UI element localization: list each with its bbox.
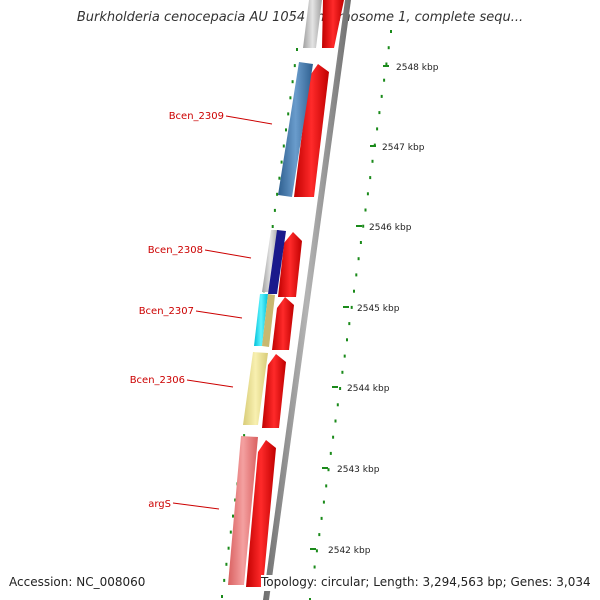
dot [229, 530, 232, 534]
dot [366, 192, 369, 196]
dot [387, 46, 390, 50]
dot [221, 595, 223, 598]
dot [313, 565, 316, 569]
dot [232, 514, 234, 518]
gene-block-bcen-2308[interactable] [268, 230, 286, 294]
gene-labels: Bcen_2309 Bcen_2308 Bcen_2307 Bcen_2306 … [130, 111, 224, 510]
gene-label-bcen-2307[interactable]: Bcen_2307 [139, 306, 194, 317]
gene-label-leader [195, 310, 243, 319]
gene-track [228, 0, 322, 585]
dot [280, 160, 283, 164]
scale-tick-labels: 2548 kbp 2547 kbp 2546 kbp 2545 kbp 2544… [328, 63, 439, 556]
scale-tick-label: 2545 kbp [357, 304, 400, 314]
gene-block-bcen-2307-khaki[interactable] [262, 294, 275, 347]
gene-label-bcen-2306[interactable]: Bcen_2306 [130, 375, 185, 386]
dot [271, 225, 274, 228]
dot [322, 500, 325, 504]
cds-arrow[interactable] [272, 297, 294, 350]
gene-label-bcen-2309[interactable]: Bcen_2309 [169, 111, 224, 122]
dot [334, 419, 337, 423]
dot [380, 94, 383, 98]
gene-label-bcen-2308[interactable]: Bcen_2308 [148, 245, 203, 256]
dot [385, 62, 388, 66]
scale-tick-label: 2542 kbp [328, 546, 371, 556]
dot [287, 112, 290, 116]
dot [273, 208, 276, 212]
gene-block-bcen-2307[interactable] [254, 294, 268, 346]
dot [289, 96, 292, 100]
scale-tick-label: 2546 kbp [369, 223, 412, 233]
dot [318, 533, 321, 537]
scale-ticks [310, 65, 389, 550]
gene-label-leader [172, 502, 220, 510]
dot [296, 48, 298, 51]
scale-tick-label: 2543 kbp [337, 465, 380, 475]
dot [309, 598, 311, 600]
dot [332, 435, 335, 439]
dot [348, 322, 351, 326]
dot [285, 128, 287, 132]
dot [390, 30, 392, 33]
dot [243, 434, 246, 438]
dot [339, 387, 342, 390]
dot [234, 498, 237, 502]
gene-block-bcen-2309[interactable] [278, 62, 313, 197]
dot [376, 127, 379, 131]
scale-tick-label: 2544 kbp [347, 384, 390, 394]
topology-label: Topology: circular; Length: 3,294,563 bp… [261, 575, 591, 591]
map-title: Burkholderia cenocepacia AU 1054 chromos… [76, 10, 524, 25]
gene-label-leaders [172, 115, 273, 510]
dot [353, 289, 355, 293]
gene-block-bcen-2308-grey[interactable] [262, 230, 279, 292]
cds-arrow[interactable] [278, 232, 302, 297]
dot [276, 192, 279, 196]
dot [315, 549, 318, 553]
dot [325, 484, 328, 488]
dot [364, 208, 367, 212]
dot [291, 80, 294, 84]
cds-arrow[interactable] [262, 354, 286, 428]
dot [341, 370, 344, 374]
gene-label-args[interactable]: argS [148, 499, 171, 510]
dot [225, 562, 228, 566]
gene-label-leader [186, 379, 234, 388]
cds-arrow[interactable] [246, 440, 276, 587]
dot [227, 546, 230, 550]
gene-label-leader [225, 115, 273, 125]
dot [320, 516, 323, 520]
gene-label-leader [204, 249, 252, 259]
dot [329, 451, 332, 455]
dot [278, 176, 281, 180]
dot [362, 224, 365, 228]
gene-block-args[interactable] [228, 436, 258, 585]
dot [383, 78, 386, 82]
gene-block-bcen-2306[interactable] [243, 352, 268, 425]
dot [346, 338, 348, 342]
dot [371, 159, 374, 163]
gene-block-top[interactable] [303, 0, 322, 48]
dot [350, 305, 353, 309]
dot [282, 144, 285, 148]
cds-arrow[interactable] [294, 64, 329, 197]
dot [378, 111, 381, 115]
dot [357, 257, 360, 261]
cds-arrow[interactable] [322, 0, 344, 48]
scale-tick-label: 2548 kbp [396, 63, 439, 73]
cds-track [246, 0, 344, 587]
dot [293, 64, 296, 68]
scale-tick-label: 2547 kbp [382, 143, 425, 153]
dot [223, 578, 226, 582]
sequence-backbone [263, 0, 351, 600]
dot [369, 176, 372, 180]
dot [355, 273, 358, 277]
accession-label: Accession: NC_008060 [9, 575, 146, 589]
dot [336, 403, 339, 407]
dot [343, 354, 346, 358]
dot [359, 241, 362, 244]
dot [327, 468, 330, 472]
